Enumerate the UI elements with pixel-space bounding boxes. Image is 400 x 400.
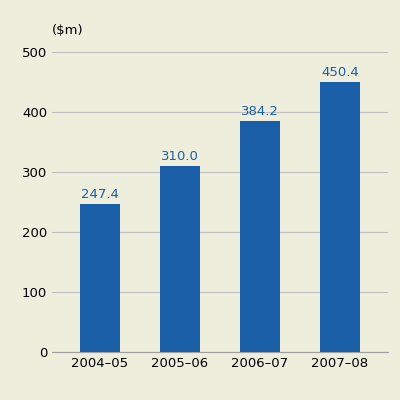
Text: 384.2: 384.2	[241, 106, 279, 118]
Text: 247.4: 247.4	[81, 188, 119, 200]
Bar	[320, 82, 360, 352]
Text: 450.4: 450.4	[321, 66, 359, 79]
Bar	[240, 122, 280, 352]
Text: ($m): ($m)	[52, 24, 84, 37]
Bar	[80, 204, 120, 352]
Text: 310.0: 310.0	[161, 150, 199, 163]
Bar	[160, 166, 200, 352]
